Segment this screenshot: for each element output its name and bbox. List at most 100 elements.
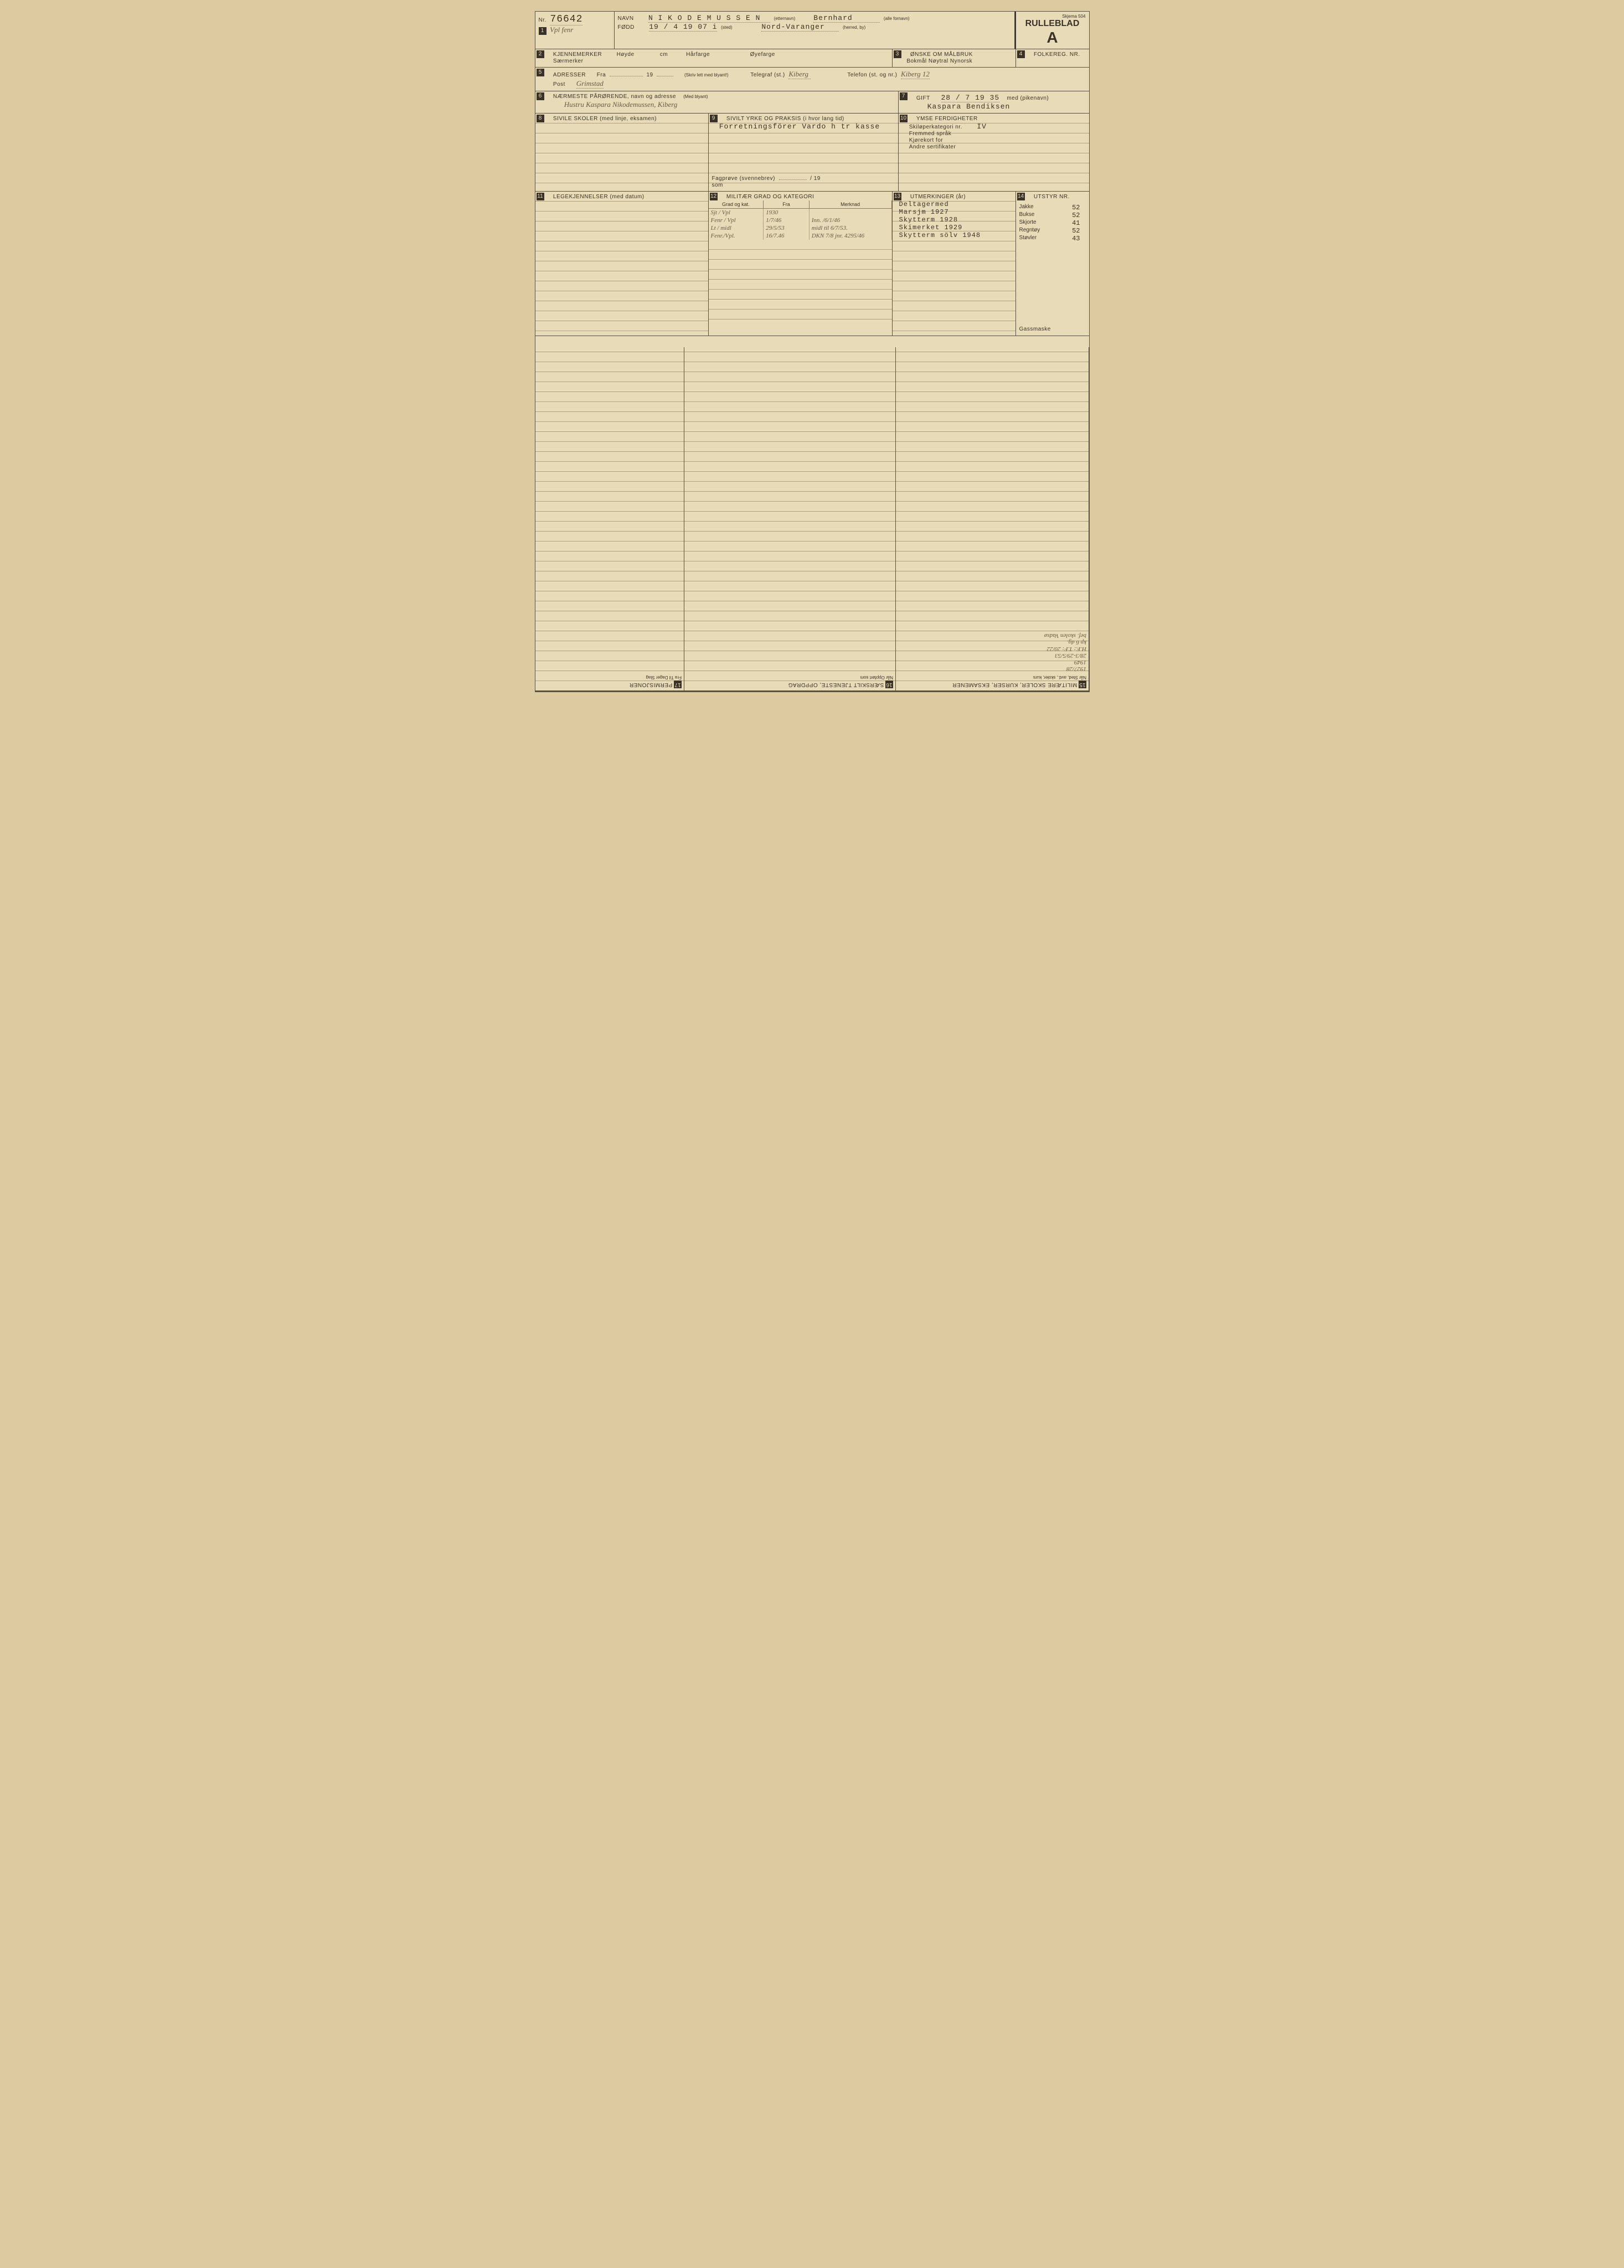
utstyr-row: Jakke52 <box>1019 204 1086 212</box>
school-note: H.F.: T.F: 20/22 <box>898 646 1086 652</box>
b9-t: SIVILT YRKE OG PRAKSIS (i hvor lang tid) <box>726 116 844 122</box>
b14-gas: Gassmaske <box>1019 326 1051 332</box>
b2-t: KJENNEMERKER <box>553 51 602 58</box>
mil-row: Lt / midl29/5/53midl til 6/7/53. <box>709 224 892 232</box>
school-note: kp 6 dg. <box>898 639 1086 646</box>
letter: A <box>1019 29 1086 47</box>
box12-num: 12 <box>710 193 718 200</box>
nr-value: 76642 <box>550 14 582 25</box>
sted-sub: (sted) <box>721 25 732 30</box>
b10-l2: Fremmed språk <box>909 131 952 137</box>
b5-post-v: Grimstad <box>576 79 604 89</box>
b10-l1: Skiløperkategori nr. <box>909 124 962 130</box>
b2-cm: cm <box>660 51 668 58</box>
fodd: 19 / 4 19 07 i <box>649 23 717 32</box>
b8-t: SIVILE SKOLER (med linje, eksamen) <box>553 116 657 122</box>
award-line: Deltagermed <box>899 200 1012 208</box>
b3-t: ØNSKE OM MÅLBRUK <box>910 51 973 58</box>
b2-saer: Særmerker <box>553 58 584 64</box>
box5-num: 5 <box>537 69 544 76</box>
b10-l4: Andre sertifikater <box>909 144 956 150</box>
utstyr-row: Regntøy52 <box>1019 227 1086 235</box>
box10-num: 10 <box>900 115 908 122</box>
utstyr-row: Bukse52 <box>1019 212 1086 219</box>
school-note: 1927/28 <box>898 666 1086 672</box>
b5-fra: Fra <box>597 72 606 78</box>
box16-num: 16 <box>885 681 893 688</box>
utstyr-label: Støvler <box>1019 235 1037 243</box>
mil-cell: Sjt / Vpl <box>709 209 764 217</box>
b6-sub: (Med blyant) <box>683 94 708 99</box>
mil-cell: 1930 <box>764 209 810 217</box>
b12-t: MILITÆR GRAD OG KATEGORI <box>726 194 814 200</box>
mil-table: Grad og kat. Fra Merknad Sjt / Vpl1930Fe… <box>709 200 892 240</box>
b12-h2: Fra <box>764 200 810 209</box>
box9-num: 9 <box>710 115 718 122</box>
box3-num: 3 <box>894 50 901 58</box>
utstyr-value: 52 <box>1072 227 1080 235</box>
b3-opts: Bokmål Nøytral Nynorsk <box>906 58 972 64</box>
fornavn: Bernhard <box>813 14 880 23</box>
utstyr-label: Skjorte <box>1019 219 1037 227</box>
b9-fag: Fagprøve (svennebrev) <box>712 176 775 182</box>
mil-row: Fenr / Vpl1/7/46Inn. /6/1/46 <box>709 217 892 224</box>
mil-row: Sjt / Vpl1930 <box>709 209 892 217</box>
fornavn-sub: (alle fornavn) <box>884 16 910 21</box>
box17-num: 17 <box>674 681 682 688</box>
b5-tel: Telegraf (st.) <box>750 72 785 78</box>
b7-t: GIFT <box>916 95 930 101</box>
b5-post: Post <box>553 81 565 87</box>
b12-h3: Merknad <box>809 200 891 209</box>
header-row: Nr. 76642 1 Vpl fenr NAVN N I K O D E M … <box>535 12 1089 49</box>
navn-label: NAVN <box>618 16 634 22</box>
b10-t: YMSE FERDIGHETER <box>916 116 978 122</box>
utstyr-row: Støvler43 <box>1019 235 1086 243</box>
mil-cell: 16/7.46 <box>764 232 810 240</box>
box15-num: 15 <box>1079 681 1086 688</box>
mil-cell: Fenr./Vpl. <box>709 232 764 240</box>
title: RULLEBLAD <box>1019 19 1086 29</box>
box2-num: 2 <box>537 50 544 58</box>
row-5: 5 ADRESSER Fra 19 (Skriv lett med blyant… <box>535 68 1089 91</box>
mil-cell: Lt / midl <box>709 224 764 232</box>
b2-har: Hårfarge <box>686 51 710 58</box>
box1-num: 1 <box>539 27 547 35</box>
lower-section: 15 MILITÆRE SKOLER, KURSER, EKSAMENER Nå… <box>535 347 1089 692</box>
utstyr-label: Bukse <box>1019 212 1035 219</box>
b7-date: 28 / 7 19 35 <box>941 94 1000 102</box>
b5-19: 19 <box>646 72 653 78</box>
award-line: Marsjm 1927 <box>899 208 1012 216</box>
row-6-7: 6 NÆRMESTE PÅRØRENDE, navn og adresse (M… <box>535 91 1089 114</box>
b16-cols: Når Oppført som <box>860 675 893 680</box>
box6-num: 6 <box>537 92 544 100</box>
b5-t: ADRESSER <box>553 72 586 78</box>
b6-t: NÆRMESTE PÅRØRENDE, navn og adresse <box>553 94 676 100</box>
fodd-label: FØDD <box>618 24 635 30</box>
b7-name: Kaspara Bendiksen <box>927 102 1011 111</box>
b5-phone-v: Kiberg 12 <box>901 70 930 79</box>
box7-num: 7 <box>900 92 908 100</box>
mil-cell <box>809 209 891 217</box>
herred-sub: (herred, by) <box>843 25 865 30</box>
b5-phone: Telefon (st. og nr.) <box>847 72 897 78</box>
b14-t: UTSTYR NR. <box>1034 194 1070 200</box>
row-11-14: 11 LEGEKJENNELSER (med datum) 12 MILITÆR… <box>535 192 1089 336</box>
school-note: bef. skolen Vadsø <box>898 632 1086 639</box>
b9-v: Forretningsförer Vardo h tr kasse <box>719 122 880 131</box>
b15-t: MILITÆRE SKOLER, KURSER, EKSAMENER <box>952 682 1076 688</box>
b2-oye: Øyefarge <box>750 51 775 58</box>
b6-v: Hustru Kaspara Nikodemussen, Kiberg <box>564 100 678 109</box>
rank-hand: Vpl fenr <box>550 25 573 34</box>
etternavn-sub: (etternavn) <box>774 16 796 21</box>
b17-cols: Fra Til Dager Slag <box>646 675 681 680</box>
b7-med: med (pikenavn) <box>1007 95 1049 101</box>
b15-cols: Når Sted, avd., skoler, kurs <box>1033 675 1086 680</box>
b9-som: som <box>712 182 723 188</box>
mil-cell: 1/7/46 <box>764 217 810 224</box>
utstyr-label: Jakke <box>1019 204 1034 212</box>
b5-tel-v: Kiberg <box>788 70 811 79</box>
b2-h: Høyde <box>617 51 635 58</box>
b13-t: UTMERKINGER (år) <box>910 194 966 200</box>
award-line: Skimerket 1929 <box>899 224 1012 231</box>
row-2-3-4: 2 KJENNEMERKER Høyde cm Hårfarge Øyefarg… <box>535 49 1089 68</box>
